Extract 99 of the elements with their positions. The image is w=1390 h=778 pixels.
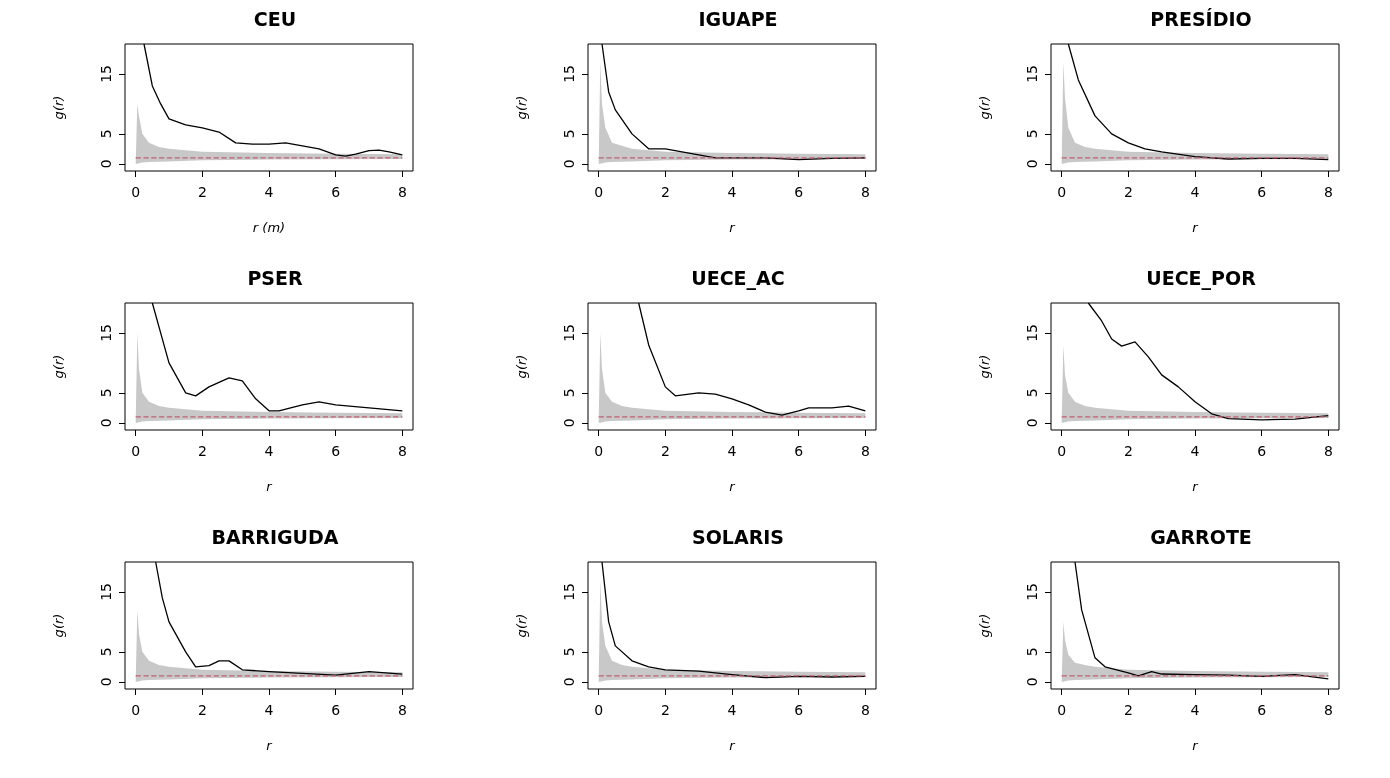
y-tick-label: 0 bbox=[561, 159, 577, 169]
y-tick-label: 5 bbox=[1024, 388, 1040, 398]
x-tick-label: 2 bbox=[1123, 184, 1133, 200]
y-tick-label: 15 bbox=[561, 324, 577, 342]
x-tick-label: 6 bbox=[794, 443, 804, 459]
y-tick-label: 0 bbox=[561, 677, 577, 687]
y-axis-title: g(r) bbox=[51, 95, 66, 120]
x-tick-label: 0 bbox=[131, 443, 141, 459]
x-axis-title: r bbox=[266, 738, 274, 753]
y-tick-label: 0 bbox=[1024, 418, 1040, 428]
y-tick-label: 15 bbox=[98, 583, 114, 601]
x-tick-label: 6 bbox=[1257, 702, 1267, 718]
x-axis-title: r bbox=[729, 479, 737, 494]
y-tick-label: 5 bbox=[1024, 647, 1040, 657]
y-tick-label: 15 bbox=[98, 65, 114, 83]
y-axis-title: g(r) bbox=[977, 613, 992, 638]
x-tick-label: 4 bbox=[1190, 443, 1200, 459]
x-axis-title: r (m) bbox=[252, 220, 286, 235]
x-tick-label: 8 bbox=[860, 184, 870, 200]
y-axis-title: g(r) bbox=[514, 354, 529, 379]
y-tick-label: 15 bbox=[1024, 583, 1040, 601]
x-tick-label: 0 bbox=[594, 443, 604, 459]
x-tick-label: 4 bbox=[264, 443, 274, 459]
x-tick-label: 4 bbox=[1190, 702, 1200, 718]
y-tick-label: 15 bbox=[561, 65, 577, 83]
y-tick-label: 15 bbox=[561, 583, 577, 601]
y-tick-label: 5 bbox=[98, 647, 114, 657]
x-tick-label: 8 bbox=[1323, 184, 1333, 200]
x-tick-label: 4 bbox=[727, 702, 737, 718]
x-tick-label: 4 bbox=[264, 184, 274, 200]
x-tick-label: 2 bbox=[1123, 702, 1133, 718]
x-tick-label: 2 bbox=[660, 702, 670, 718]
y-tick-label: 0 bbox=[98, 418, 114, 428]
y-axis-title: g(r) bbox=[514, 95, 529, 120]
chart-title: BARRIGUDA bbox=[211, 525, 339, 548]
x-tick-label: 8 bbox=[397, 702, 407, 718]
x-tick-label: 6 bbox=[794, 702, 804, 718]
x-tick-label: 6 bbox=[1257, 184, 1267, 200]
chart-title: UECE_POR bbox=[1146, 266, 1257, 290]
x-tick-label: 0 bbox=[594, 702, 604, 718]
x-tick-label: 0 bbox=[1057, 443, 1067, 459]
x-tick-label: 6 bbox=[331, 702, 341, 718]
x-tick-label: 6 bbox=[331, 184, 341, 200]
y-tick-label: 0 bbox=[98, 159, 114, 169]
x-tick-label: 8 bbox=[397, 184, 407, 200]
chart-title: PRESÍDIO bbox=[1150, 7, 1252, 30]
x-tick-label: 4 bbox=[727, 443, 737, 459]
x-tick-label: 2 bbox=[660, 184, 670, 200]
x-tick-label: 8 bbox=[860, 702, 870, 718]
y-tick-label: 5 bbox=[561, 388, 577, 398]
y-tick-label: 15 bbox=[1024, 324, 1040, 342]
x-tick-label: 0 bbox=[1057, 702, 1067, 718]
y-tick-label: 0 bbox=[1024, 159, 1040, 169]
chart-title: GARROTE bbox=[1150, 525, 1252, 548]
y-axis-title: g(r) bbox=[977, 95, 992, 120]
y-tick-label: 5 bbox=[1024, 129, 1040, 139]
x-axis-title: r bbox=[1192, 479, 1200, 494]
x-axis-title: r bbox=[266, 479, 274, 494]
y-tick-label: 5 bbox=[561, 129, 577, 139]
chart-title: SOLARIS bbox=[691, 525, 785, 548]
x-axis-title: r bbox=[1192, 220, 1200, 235]
x-tick-label: 2 bbox=[1123, 443, 1133, 459]
x-tick-label: 8 bbox=[860, 443, 870, 459]
x-tick-label: 0 bbox=[131, 184, 141, 200]
x-tick-label: 6 bbox=[331, 443, 341, 459]
x-tick-label: 2 bbox=[660, 443, 670, 459]
x-tick-label: 2 bbox=[197, 443, 207, 459]
y-tick-label: 0 bbox=[98, 677, 114, 687]
x-tick-label: 8 bbox=[1323, 443, 1333, 459]
y-tick-label: 0 bbox=[561, 418, 577, 428]
chart-title: CEU bbox=[253, 7, 297, 30]
y-axis-title: g(r) bbox=[51, 354, 66, 379]
x-tick-label: 0 bbox=[594, 184, 604, 200]
x-tick-label: 0 bbox=[1057, 184, 1067, 200]
x-axis-title: r bbox=[729, 220, 737, 235]
x-tick-label: 4 bbox=[264, 702, 274, 718]
x-tick-label: 2 bbox=[197, 702, 207, 718]
y-axis-title: g(r) bbox=[514, 613, 529, 638]
chart-title: PSER bbox=[247, 266, 303, 289]
y-tick-label: 5 bbox=[98, 388, 114, 398]
y-tick-label: 15 bbox=[1024, 65, 1040, 83]
y-tick-label: 15 bbox=[98, 324, 114, 342]
y-tick-label: 5 bbox=[98, 129, 114, 139]
x-axis-title: r bbox=[1192, 738, 1200, 753]
x-tick-label: 2 bbox=[197, 184, 207, 200]
chart-title: IGUAPE bbox=[698, 7, 778, 30]
y-tick-label: 5 bbox=[561, 647, 577, 657]
chart-title: UECE_AC bbox=[691, 266, 785, 290]
x-tick-label: 8 bbox=[1323, 702, 1333, 718]
x-tick-label: 4 bbox=[727, 184, 737, 200]
x-tick-label: 6 bbox=[794, 184, 804, 200]
x-tick-label: 0 bbox=[131, 702, 141, 718]
x-tick-label: 4 bbox=[1190, 184, 1200, 200]
x-tick-label: 8 bbox=[397, 443, 407, 459]
x-tick-label: 6 bbox=[1257, 443, 1267, 459]
y-axis-title: g(r) bbox=[977, 354, 992, 379]
y-axis-title: g(r) bbox=[51, 613, 66, 638]
y-tick-label: 0 bbox=[1024, 677, 1040, 687]
x-axis-title: r bbox=[729, 738, 737, 753]
